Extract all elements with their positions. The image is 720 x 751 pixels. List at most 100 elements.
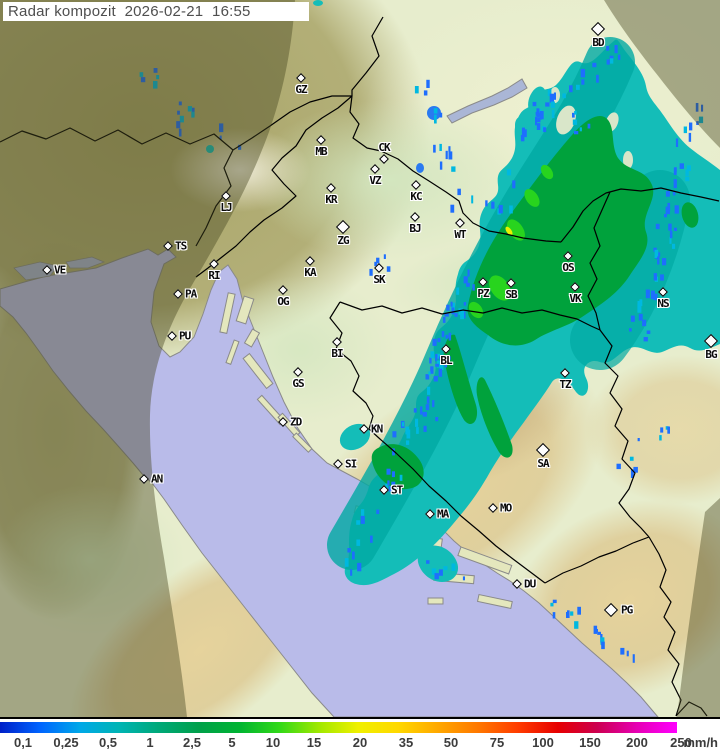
legend-value: 0,5 (98, 735, 118, 750)
city-label: KN (371, 422, 383, 436)
city-diamond-icon (455, 218, 465, 228)
city-label: GZ (295, 83, 307, 96)
legend-value: 250 (670, 735, 692, 750)
city-label: ST (391, 483, 403, 497)
legend-value: 75 (489, 735, 505, 750)
city-diamond-icon (335, 219, 351, 235)
legend-value: 150 (579, 735, 601, 750)
city-label: PU (179, 329, 191, 343)
city-label: VE (54, 263, 66, 277)
legend-value: 1 (146, 735, 154, 750)
city-marker-layer: VE TS LJ RI PA PU GZ MB CK VZ KR KC BJ ZG WT SK KA OG BI GS… (42, 21, 719, 618)
city-label: OG (277, 295, 289, 308)
city-label: KR (325, 193, 337, 206)
lake-balaton (446, 78, 528, 124)
city-diamond-icon (658, 287, 668, 297)
city-label: SA (537, 457, 549, 470)
city-label: PG (621, 603, 633, 617)
legend-value: 0,1 (13, 735, 33, 750)
city-label: VZ (369, 174, 381, 187)
city-label: CK (378, 141, 390, 154)
city-diamond-icon (316, 135, 326, 145)
city-diamond-icon (173, 289, 183, 299)
radar-range-mask (0, 0, 720, 717)
legend-value: 5 (228, 735, 236, 750)
city-label: OS (562, 261, 574, 274)
city-label: KC (410, 190, 422, 203)
city-label: RI (208, 269, 220, 282)
city-label: TS (175, 239, 187, 253)
city-diamond-icon (332, 337, 342, 347)
city-diamond-icon (370, 164, 380, 174)
city-diamond-icon (293, 367, 303, 377)
city-diamond-icon (570, 282, 580, 292)
city-diamond-icon (603, 602, 619, 618)
city-label: TZ (559, 378, 571, 391)
city-diamond-icon (441, 344, 451, 354)
city-diamond-icon (512, 579, 522, 589)
city-diamond-icon (326, 183, 336, 193)
city-label: PA (185, 287, 197, 301)
radar-map-image: VE TS LJ RI PA PU GZ MB CK VZ KR KC BJ ZG WT SK KA OG BI GS… (0, 0, 720, 719)
city-label: MB (315, 145, 327, 158)
city-label: VK (569, 292, 581, 305)
legend-value: 2,5 (182, 735, 202, 750)
city-label: WT (454, 228, 466, 241)
city-label: BD (592, 36, 604, 49)
city-diamond-icon (359, 424, 369, 434)
city-label: GS (292, 377, 304, 390)
city-label: NS (657, 297, 669, 310)
legend-value: 0,25 (53, 735, 79, 750)
city-label: BJ (409, 222, 421, 235)
country-borders (0, 16, 720, 717)
city-diamond-icon (410, 212, 420, 222)
city-label: KA (304, 266, 316, 279)
map-graphics (0, 0, 720, 717)
city-diamond-icon (163, 241, 173, 251)
legend-labels: mm/h 0,1 0,25 0,5 1 2,5 5 10 15 20 35 50 75 100 150 20… (0, 719, 720, 751)
city-diamond-icon (703, 333, 719, 349)
city-label: ZG (337, 234, 349, 247)
city-diamond-icon (167, 331, 177, 341)
city-label: BG (705, 348, 717, 361)
city-diamond-icon (374, 263, 384, 273)
legend-bar: mm/h 0,1 0,25 0,5 1 2,5 5 10 15 20 35 50 75 100 150 20… (0, 719, 720, 751)
city-label: DU (524, 577, 536, 591)
city-label: SK (373, 273, 385, 286)
city-diamond-icon (42, 265, 52, 275)
city-label: LJ (220, 201, 232, 214)
city-diamond-icon (590, 21, 606, 37)
city-diamond-icon (478, 277, 488, 287)
city-diamond-icon (139, 474, 149, 484)
city-label: ZD (290, 415, 302, 429)
city-diamond-icon (488, 503, 498, 513)
city-label: BI (331, 347, 343, 360)
city-diamond-icon (278, 285, 288, 295)
city-diamond-icon (296, 73, 306, 83)
legend-value: 200 (626, 735, 648, 750)
legend-value: 10 (265, 735, 281, 750)
city-label: PZ (477, 287, 489, 300)
legend-value: 100 (532, 735, 554, 750)
city-diamond-icon (333, 459, 343, 469)
city-diamond-icon (379, 154, 389, 164)
city-diamond-icon (563, 251, 573, 261)
city-diamond-icon (560, 368, 570, 378)
precipitation-field (139, 0, 720, 663)
city-diamond-icon (278, 417, 288, 427)
legend-value: 15 (306, 735, 322, 750)
city-diamond-icon (379, 485, 389, 495)
city-diamond-icon (221, 191, 231, 201)
city-diamond-icon (209, 259, 219, 269)
title-text: Radar kompozit 2026-02-21 16:55 (8, 3, 251, 20)
legend-unit: mm/h (683, 735, 718, 750)
city-label: AN (151, 472, 163, 486)
city-diamond-icon (425, 509, 435, 519)
legend-color-scale (0, 722, 677, 733)
city-label: SI (345, 457, 357, 471)
legend-value: 20 (352, 735, 368, 750)
city-label: MO (500, 501, 512, 515)
city-diamond-icon (305, 256, 315, 266)
city-diamond-icon (535, 442, 551, 458)
